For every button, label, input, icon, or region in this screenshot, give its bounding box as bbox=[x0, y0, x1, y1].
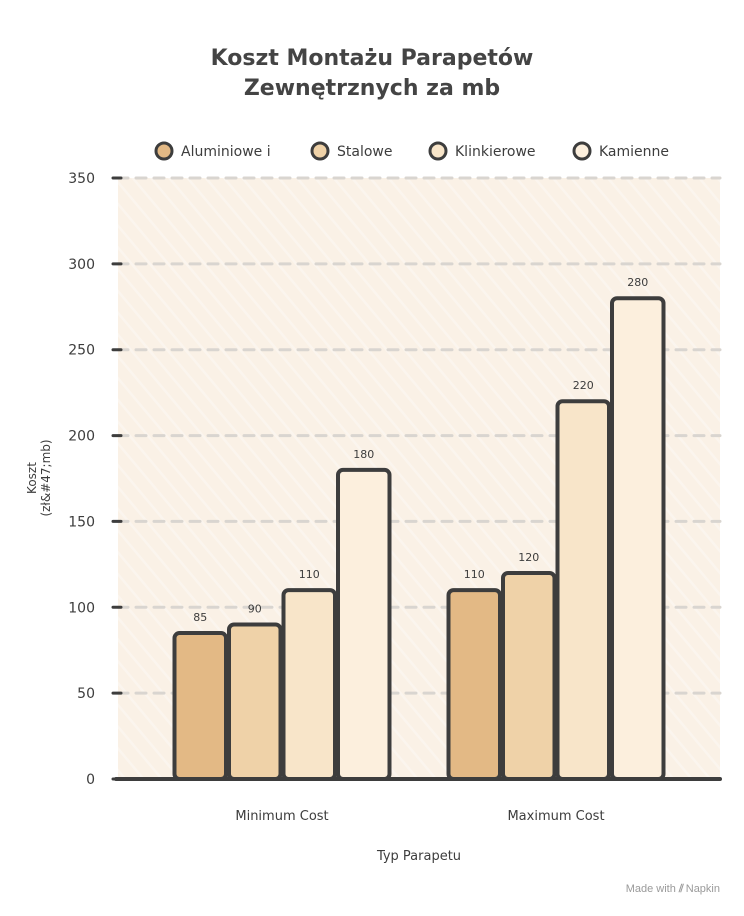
napkin-brand-text: Napkin bbox=[685, 883, 720, 895]
y-tick-label: 100 bbox=[68, 600, 95, 616]
bar bbox=[555, 399, 611, 781]
y-tick-label: 0 bbox=[86, 772, 95, 788]
y-tick-label: 250 bbox=[68, 343, 95, 359]
y-tick-label: 50 bbox=[77, 686, 95, 702]
data-label: 85 bbox=[193, 611, 207, 624]
y-tick-label: 350 bbox=[68, 171, 95, 187]
legend-swatch bbox=[428, 141, 448, 161]
legend-label: Kamienne bbox=[599, 144, 669, 160]
bars bbox=[172, 296, 666, 782]
data-label: 220 bbox=[573, 379, 594, 392]
legend-label: Stalowe bbox=[337, 144, 392, 160]
x-axis-categories: Minimum Cost Maximum Cost bbox=[235, 809, 604, 824]
made-with-napkin: Made with ⫽ Napkin bbox=[626, 883, 720, 896]
data-labels: 85 90 110 180 110 120 220 280 bbox=[193, 276, 648, 624]
data-label: 180 bbox=[353, 448, 374, 461]
bar bbox=[336, 467, 392, 781]
bar bbox=[446, 588, 502, 781]
napkin-logo-icon: ⫽ bbox=[678, 883, 684, 895]
y-axis-title-line-1: Koszt bbox=[25, 462, 39, 494]
chart-title-line-1: Koszt Montażu Parapetów bbox=[210, 46, 534, 71]
chart-title-line-2: Zewnętrznych za mb bbox=[243, 76, 501, 101]
legend-label: Aluminiowe i bbox=[181, 144, 271, 160]
x-category-label: Minimum Cost bbox=[235, 809, 328, 824]
y-tick-label: 150 bbox=[68, 514, 95, 530]
legend-label: Klinkierowe bbox=[455, 144, 536, 160]
chart-title: Koszt Montażu Parapetów Zewnętrznych za … bbox=[0, 44, 744, 104]
data-label: 120 bbox=[518, 551, 539, 564]
bar bbox=[610, 296, 666, 781]
y-tick-label: 200 bbox=[68, 429, 95, 445]
y-tick-label: 300 bbox=[68, 257, 95, 273]
legend: Aluminiowe i Stalowe Klinkierowe Kamienne bbox=[154, 141, 669, 161]
x-category-label: Maximum Cost bbox=[507, 809, 604, 824]
data-label: 110 bbox=[464, 568, 485, 581]
x-axis-title: Typ Parapetu bbox=[376, 849, 461, 864]
y-axis-title-line-2: (zł&#47;mb) bbox=[39, 439, 53, 516]
legend-swatch bbox=[310, 141, 330, 161]
data-label: 110 bbox=[299, 568, 320, 581]
y-axis-ticks: 0 50 100 150 200 250 300 350 bbox=[68, 171, 123, 788]
bar bbox=[172, 631, 228, 781]
bar bbox=[501, 570, 557, 782]
bar bbox=[281, 588, 337, 781]
y-axis-title: Koszt (zł&#47;mb) bbox=[25, 439, 53, 516]
legend-swatch bbox=[154, 141, 174, 161]
data-label: 90 bbox=[248, 602, 262, 615]
legend-swatch bbox=[572, 141, 592, 161]
made-with-text: Made with bbox=[625, 883, 676, 895]
bar bbox=[227, 622, 283, 782]
data-label: 280 bbox=[627, 276, 648, 289]
